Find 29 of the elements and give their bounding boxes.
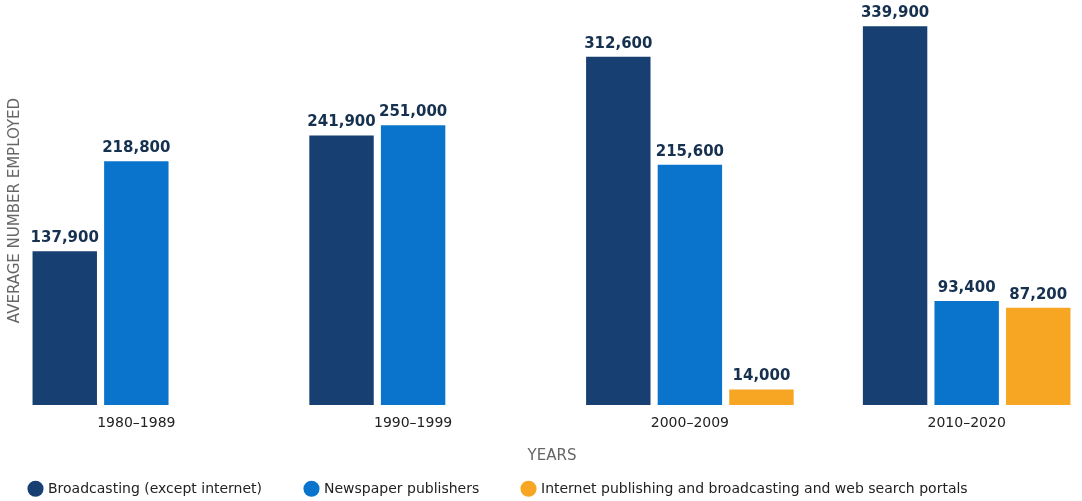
bar	[729, 389, 794, 405]
legend-label: Internet publishing and broadcasting and web search portals	[541, 479, 968, 496]
bar	[586, 56, 651, 405]
y-axis-title: AVERAGE NUMBER EMPLOYED	[4, 97, 23, 324]
bar	[104, 161, 169, 405]
data-label: 14,000	[732, 366, 791, 385]
bar	[657, 164, 723, 405]
bar	[32, 251, 97, 405]
bar	[862, 26, 928, 405]
data-label: 137,900	[30, 228, 99, 247]
data-label: 241,900	[307, 112, 376, 131]
data-label: 251,000	[378, 102, 448, 121]
legend-label: Newspaper publishers	[324, 479, 480, 496]
data-label: 218,800	[102, 138, 171, 157]
data-label: 87,200	[1009, 284, 1068, 303]
data-label: 215,600	[655, 141, 725, 160]
x-axis-title: YEARS	[526, 445, 577, 464]
bar	[1006, 307, 1071, 405]
bar	[934, 300, 999, 405]
data-label: 93,400	[937, 277, 996, 296]
x-tick-label: 2010–2020	[927, 413, 1006, 430]
bar	[380, 125, 446, 405]
legend-label: Broadcasting (except internet)	[48, 479, 263, 496]
bar	[309, 135, 374, 405]
x-tick-label: 2000–2009	[650, 413, 730, 430]
x-tick-label: 1980–1989	[97, 413, 176, 430]
data-label: 312,600	[584, 33, 653, 52]
x-tick-label: 1990–1999	[373, 413, 453, 430]
data-label: 339,900	[860, 3, 930, 22]
